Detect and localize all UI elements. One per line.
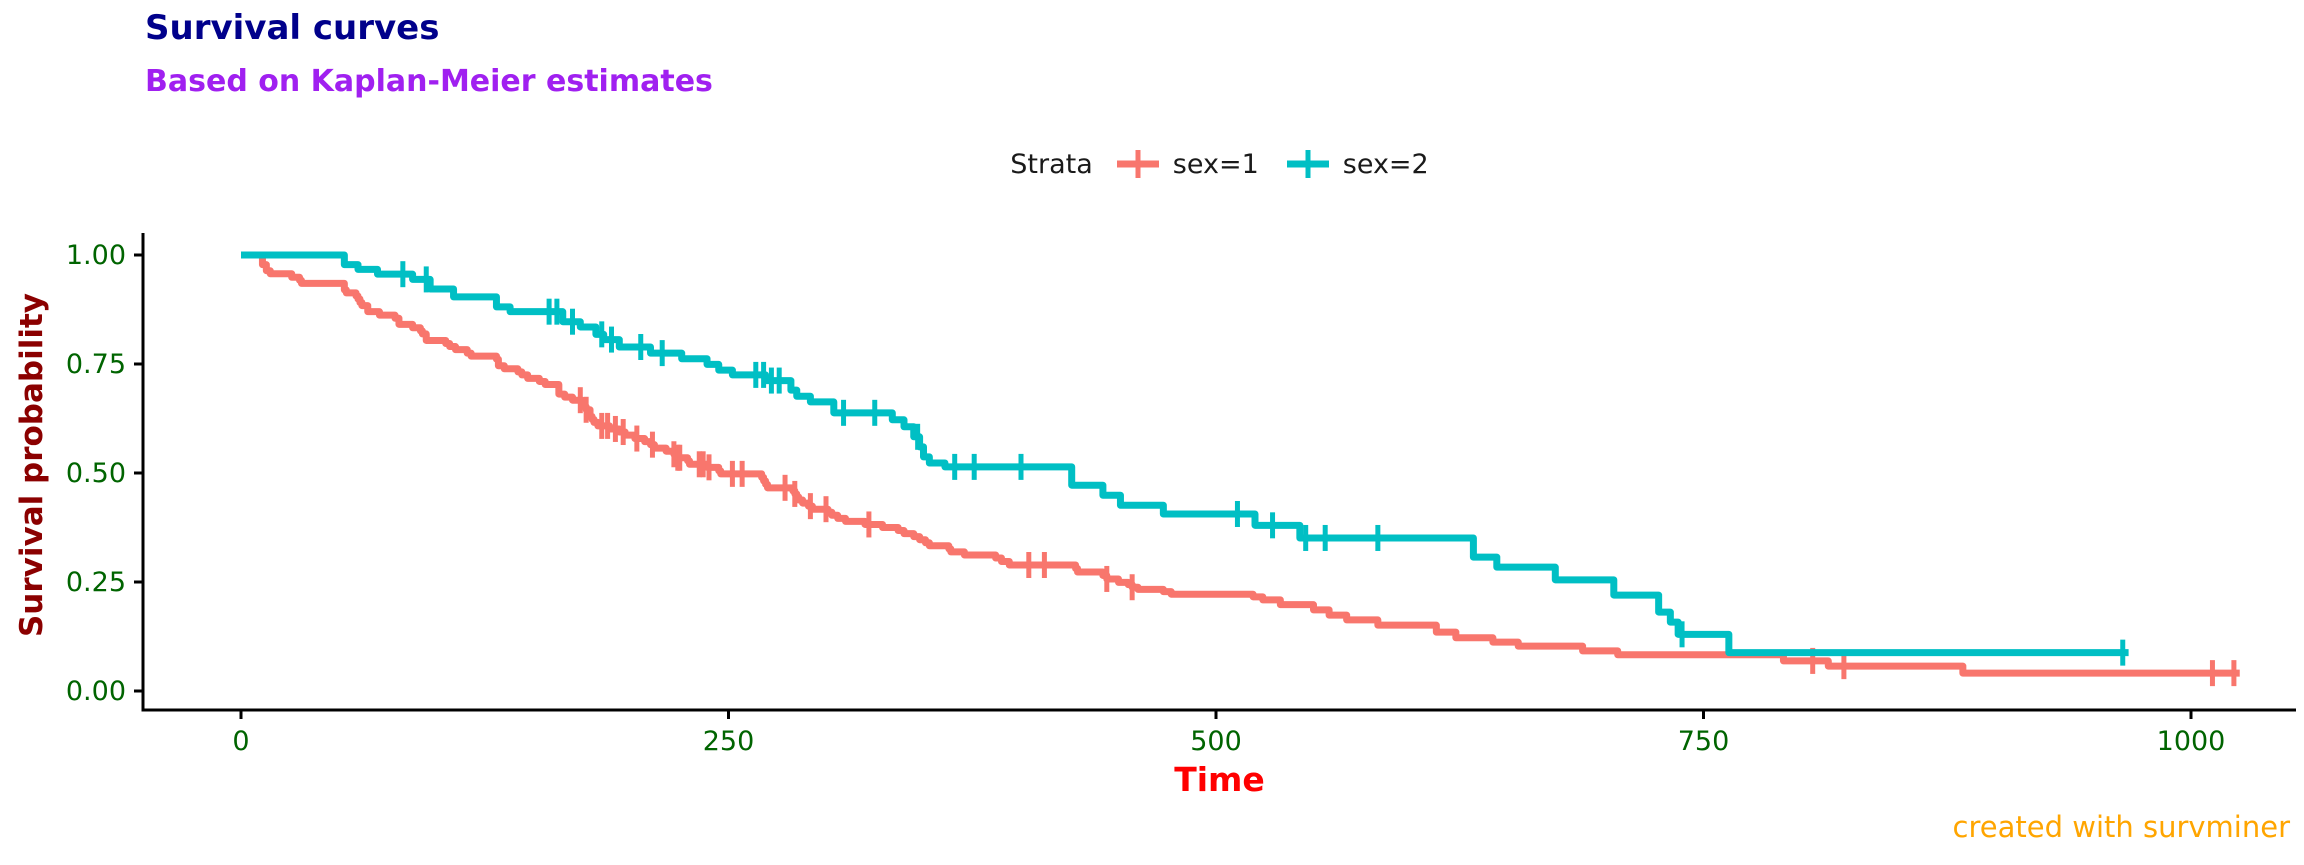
x-tick-label: 1000 <box>2157 726 2226 757</box>
legend-label-sex2: sex=2 <box>1342 148 1429 180</box>
survival-curve-sex-2 <box>241 251 2129 657</box>
legend: Strata sex=1 sex=2 <box>143 144 2296 184</box>
y-tick-label: 0.50 <box>66 458 126 489</box>
chart-title: Survival curves <box>145 8 440 48</box>
legend-item-sex2: sex=2 <box>1285 144 1429 184</box>
y-tick-label: 0.25 <box>66 567 126 598</box>
y-tick-label: 1.00 <box>66 240 126 271</box>
legend-label-sex1: sex=1 <box>1172 148 1259 180</box>
chart-subtitle: Based on Kaplan-Meier estimates <box>145 64 713 99</box>
legend-item-sex1: sex=1 <box>1115 144 1259 184</box>
y-tick-label: 0.00 <box>66 676 126 707</box>
censor-plus-icon <box>1286 150 1329 178</box>
legend-title: Strata <box>1010 148 1093 180</box>
survival-curve-sex-1 <box>241 251 2240 677</box>
y-tick-label: 0.75 <box>66 349 126 380</box>
x-tick-label: 0 <box>232 726 249 757</box>
caption: created with survminer <box>1952 810 2290 844</box>
censor-plus-icon <box>1116 150 1159 178</box>
x-tick-label: 250 <box>703 726 755 757</box>
x-tick-label: 500 <box>1190 726 1242 757</box>
x-tick-label: 750 <box>1678 726 1730 757</box>
x-axis-title: Time <box>1174 760 1265 799</box>
